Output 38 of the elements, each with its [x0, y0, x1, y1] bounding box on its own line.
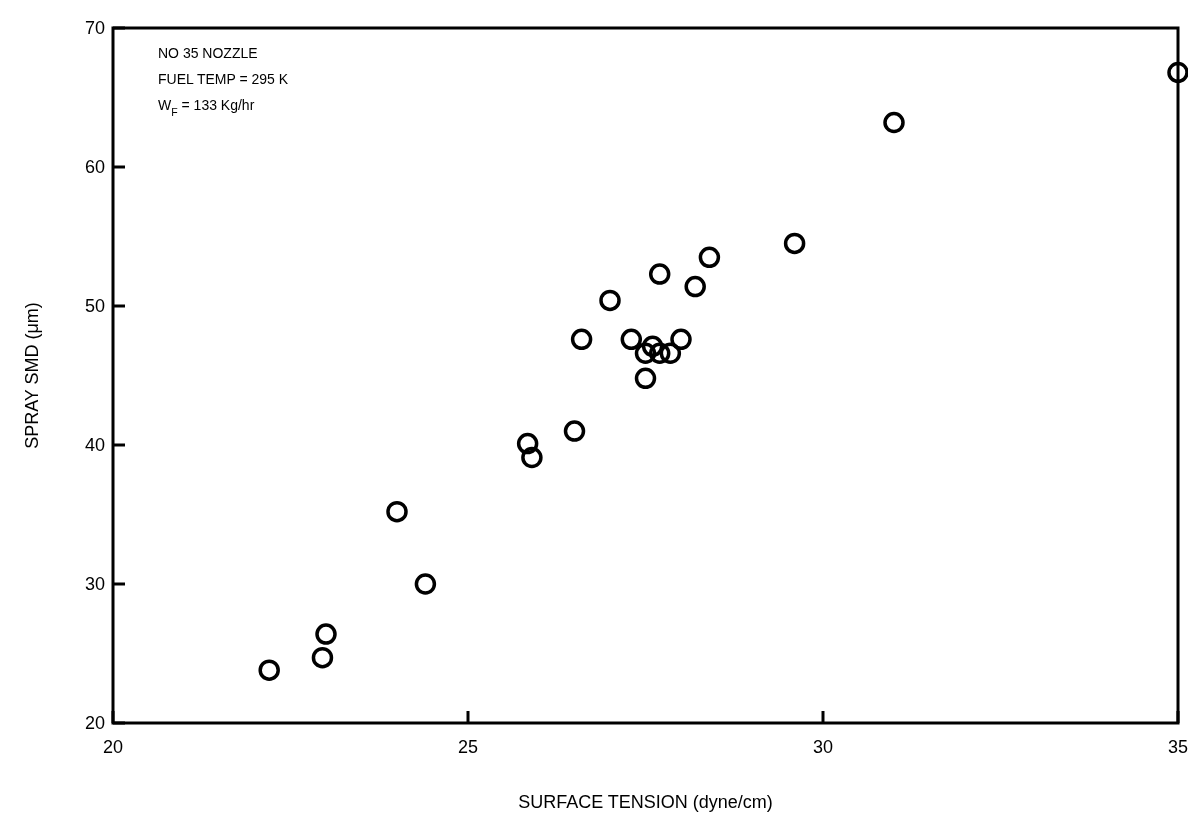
x-axis-title: SURFACE TENSION (dyne/cm) — [518, 792, 773, 812]
y-tick-label: 70 — [84, 18, 105, 38]
x-tick-label: 20 — [102, 737, 124, 757]
point — [1167, 61, 1188, 84]
point — [521, 446, 543, 469]
point — [563, 420, 586, 442]
point — [570, 328, 593, 351]
point — [386, 500, 408, 523]
point — [670, 328, 692, 351]
point — [783, 232, 806, 255]
point — [648, 263, 671, 285]
point — [883, 111, 905, 134]
point — [634, 367, 657, 390]
point — [659, 342, 682, 365]
y-axis-title: SPRAY SMD (μm) — [22, 302, 42, 449]
y-tick-label: 60 — [84, 157, 105, 177]
point — [620, 328, 643, 351]
point — [258, 659, 280, 681]
point — [648, 342, 671, 365]
y-tick-label: 50 — [84, 296, 105, 316]
x-tick-label: 25 — [457, 737, 479, 757]
y-tick-label: 30 — [84, 574, 105, 594]
y-tick-label: 40 — [84, 435, 105, 455]
point — [516, 432, 539, 455]
point — [414, 573, 437, 595]
x-tick-label: 35 — [1167, 737, 1189, 757]
point — [315, 623, 337, 645]
point — [599, 289, 621, 312]
point — [634, 342, 657, 365]
y-tick-label: 20 — [84, 713, 105, 733]
annotation: FUEL TEMP = 295 K — [158, 71, 289, 87]
annotation: W$_{F}$ = 133 Kg/hr — [158, 97, 255, 118]
x-tick-label: 30 — [812, 737, 834, 757]
point — [311, 646, 334, 669]
annotation: NO 35 NOZZLE — [158, 45, 258, 61]
point — [641, 335, 664, 358]
point — [684, 275, 706, 298]
point — [698, 246, 721, 269]
